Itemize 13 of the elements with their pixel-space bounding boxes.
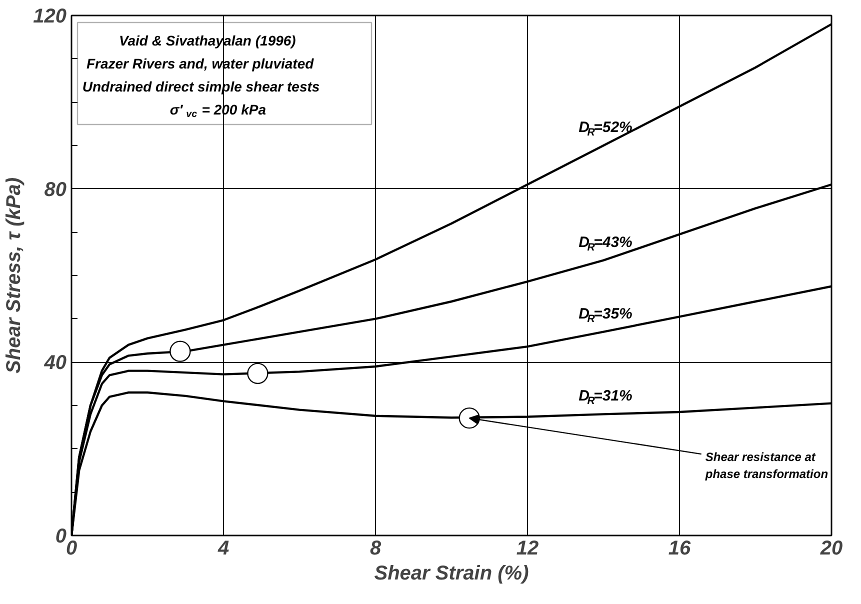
x-tick-label: 8 — [370, 538, 382, 560]
point — [170, 340, 191, 362]
y-tick-label: 40 — [43, 352, 67, 374]
y-tick-label: 120 — [33, 6, 67, 28]
y-axis-title: Shear Stress, τ (kPa) — [3, 177, 26, 374]
point — [247, 362, 268, 384]
x-tick-label: 4 — [216, 538, 230, 560]
x-tick-label: 12 — [516, 538, 539, 560]
x-axis-title: Shear Strain (%) — [374, 562, 530, 584]
y-tick-label: 80 — [44, 178, 67, 201]
annotation: Shear resistance at phase transformation — [704, 450, 828, 481]
x-tick-label: 16 — [668, 538, 692, 560]
x-tick-label: 20 — [819, 538, 843, 560]
